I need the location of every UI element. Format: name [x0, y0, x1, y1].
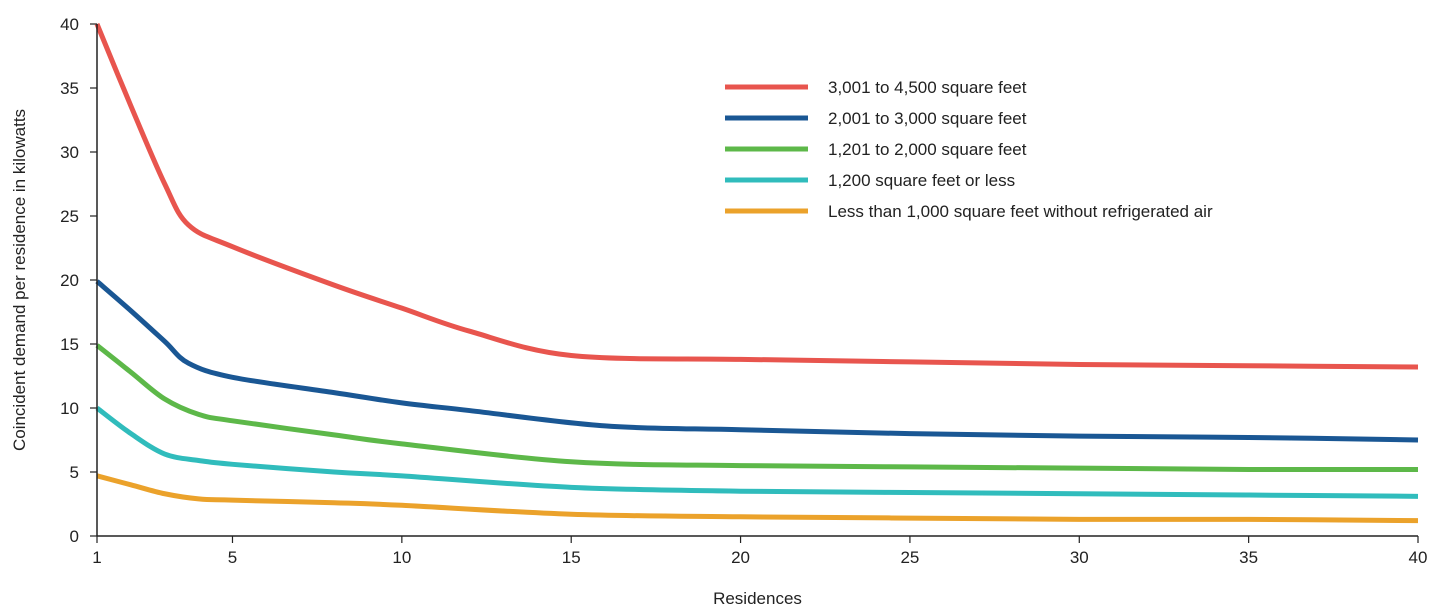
x-tick-label: 35: [1239, 548, 1258, 567]
series-line-1: [94, 23, 1419, 370]
x-tick-label: 15: [562, 548, 581, 567]
legend-item: 1,200 square feet or less: [725, 171, 1015, 190]
x-tick-label: 30: [1070, 548, 1089, 567]
x-tick-label: 10: [392, 548, 411, 567]
y-tick-label: 40: [60, 15, 79, 34]
y-tick-label: 5: [70, 463, 79, 482]
y-tick-label: 25: [60, 207, 79, 226]
legend-label: 3,001 to 4,500 square feet: [828, 78, 1027, 97]
x-tick-label: 20: [731, 548, 750, 567]
y-axis-title: Coincident demand per residence in kilow…: [10, 109, 29, 451]
legend-item: 3,001 to 4,500 square feet: [725, 78, 1027, 97]
x-tick-label: 40: [1409, 548, 1428, 567]
legend-label: 1,200 square feet or less: [828, 171, 1015, 190]
legend-label: 1,201 to 2,000 square feet: [828, 140, 1027, 159]
y-tick-label: 35: [60, 79, 79, 98]
legend: 3,001 to 4,500 square feet 2,001 to 3,000…: [725, 78, 1213, 221]
x-tick-label: 1: [92, 548, 101, 567]
y-tick-label: 10: [60, 399, 79, 418]
series-line-3: [95, 343, 1419, 473]
series-line-4: [95, 406, 1419, 499]
y-tick-label: 30: [60, 143, 79, 162]
legend-item: Less than 1,000 square feet without refr…: [725, 202, 1213, 221]
y-tick-label: 20: [60, 271, 79, 290]
x-axis-title: Residences: [713, 589, 802, 608]
legend-label: 2,001 to 3,000 square feet: [828, 109, 1027, 128]
legend-label: Less than 1,000 square feet without refr…: [828, 202, 1213, 221]
series-line-2: [95, 279, 1419, 443]
y-tick-label: 15: [60, 335, 79, 354]
series-line-5: [96, 473, 1419, 524]
legend-item: 2,001 to 3,000 square feet: [725, 109, 1027, 128]
x-axis-ticks: 1 5 10 15 20 25 30 35 40: [92, 536, 1427, 567]
series-lines: [94, 23, 1419, 524]
legend-item: 1,201 to 2,000 square feet: [725, 140, 1027, 159]
x-tick-label: 25: [900, 548, 919, 567]
x-tick-label: 5: [228, 548, 237, 567]
y-axis-ticks: 0 5 10 15 20 25 30 35 40: [60, 15, 97, 546]
y-tick-label: 0: [70, 527, 79, 546]
